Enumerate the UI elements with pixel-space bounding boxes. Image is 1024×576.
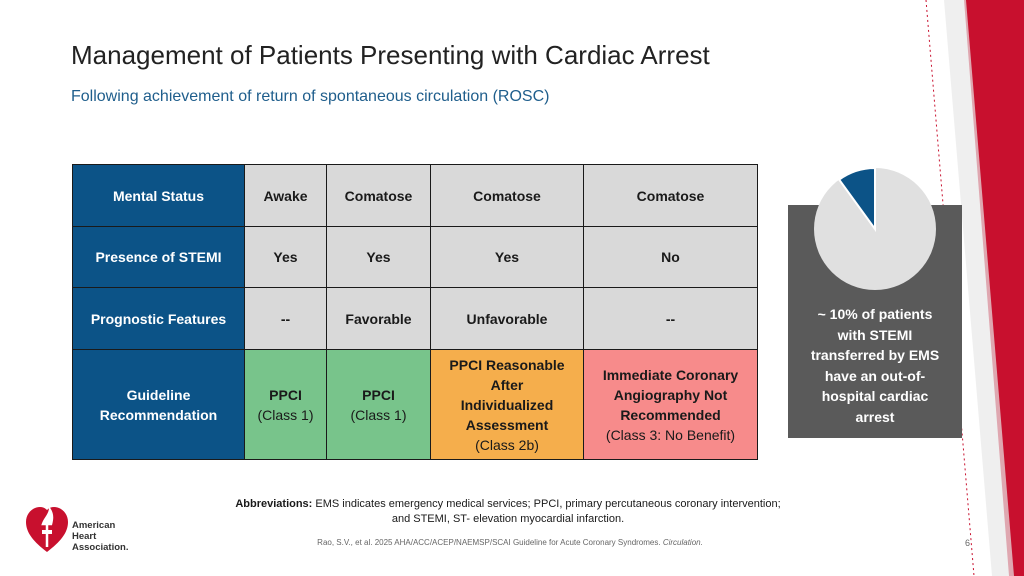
citation-journal: Circulation.: [662, 538, 703, 547]
table-cell: Comatose: [583, 164, 758, 227]
table-cell: Comatose: [430, 164, 584, 227]
callout-line: with STEMI: [837, 326, 913, 343]
aha-wordmark: American Heart Association.: [72, 520, 129, 553]
logo-text: American: [72, 520, 116, 531]
callout-line: ~ 10% of patients: [817, 306, 933, 322]
recommendation-main: Individualized: [460, 396, 554, 413]
row-header-recommendation: Guideline Recommendation: [72, 349, 245, 460]
recommendation-main: PPCI: [269, 386, 302, 403]
recommendation-cell: PPCI (Class 1): [244, 349, 327, 460]
recommendation-class: (Class 1): [257, 406, 314, 423]
recommendation-main: Assessment: [465, 416, 549, 433]
row-header-prognostic: Prognostic Features: [72, 287, 245, 350]
recommendation-class: (Class 2b): [475, 436, 539, 453]
table-cell: Yes: [244, 226, 327, 288]
logo-text: Heart: [72, 531, 97, 542]
abbreviations-label: Abbreviations:: [235, 498, 313, 510]
row-header-stemi: Presence of STEMI: [72, 226, 245, 288]
table-cell: --: [583, 287, 758, 350]
abbreviations-text: and STEMI, ST- elevation myocardial infa…: [391, 513, 625, 525]
table-row: Guideline Recommendation PPCI (Class 1) …: [72, 349, 758, 460]
table-row: Presence of STEMI Yes Yes Yes No: [72, 226, 758, 288]
recommendation-main: PPCI Reasonable: [449, 356, 565, 373]
table-cell: Yes: [326, 226, 431, 288]
table-cell: Yes: [430, 226, 584, 288]
page-title: Management of Patients Presenting with C…: [71, 40, 710, 70]
recommendation-cell: Immediate Coronary Angiography Not Recom…: [583, 349, 758, 460]
abbreviations-note: Abbreviations: EMS indicates emergency m…: [200, 497, 816, 527]
recommendation-cell: PPCI Reasonable After Individualized Ass…: [430, 349, 584, 460]
table-row: Prognostic Features -- Favorable Unfavor…: [72, 287, 758, 350]
recommendation-main: Immediate Coronary: [602, 366, 739, 383]
table-cell: Awake: [244, 164, 327, 227]
callout-line: hospital cardiac: [821, 388, 929, 404]
callout-line: arrest: [855, 408, 895, 425]
abbreviations-text: EMS indicates emergency medical services…: [312, 498, 781, 510]
recommendation-class: (Class 1): [350, 406, 407, 423]
table-row: Mental Status Awake Comatose Comatose Co…: [72, 164, 758, 227]
table-cell: No: [583, 226, 758, 288]
recommendation-class: (Class 3: No Benefit): [605, 426, 736, 443]
recommendation-table: Mental Status Awake Comatose Comatose Co…: [72, 164, 758, 460]
stemi-pie-chart: [814, 166, 936, 290]
table-cell: Unfavorable: [430, 287, 584, 350]
aha-heart-torch-logo: [26, 506, 68, 552]
recommendation-main: Angiography Not: [613, 386, 728, 403]
pie-slice-ohca: [837, 166, 876, 233]
citation: Rao, S.V., et al. 2025 AHA/ACC/ACEP/NAEM…: [250, 538, 770, 547]
table-cell: Favorable: [326, 287, 431, 350]
logo-text: Association.: [72, 542, 129, 553]
callout-line: have an out-of-: [824, 367, 926, 384]
page-number: 6: [965, 538, 971, 548]
row-header-label: Guideline: [126, 386, 191, 403]
corner-decoration: [925, 0, 1024, 576]
table-cell: Comatose: [326, 164, 431, 227]
citation-text: Rao, S.V., et al. 2025 AHA/ACC/ACEP/NAEM…: [317, 538, 663, 547]
recommendation-main: After: [490, 376, 524, 393]
stemi-callout-text: ~ 10% of patients with STEMI transferred…: [788, 304, 962, 427]
recommendation-main: Recommended: [620, 406, 721, 423]
recommendation-main: PPCI: [362, 386, 395, 403]
table-cell: --: [244, 287, 327, 350]
row-header-label: Recommendation: [99, 406, 218, 423]
page-subtitle: Following achievement of return of spont…: [71, 88, 550, 105]
row-header-mental-status: Mental Status: [72, 164, 245, 227]
callout-line: transferred by EMS: [810, 347, 940, 363]
recommendation-cell: PPCI (Class 1): [326, 349, 431, 460]
